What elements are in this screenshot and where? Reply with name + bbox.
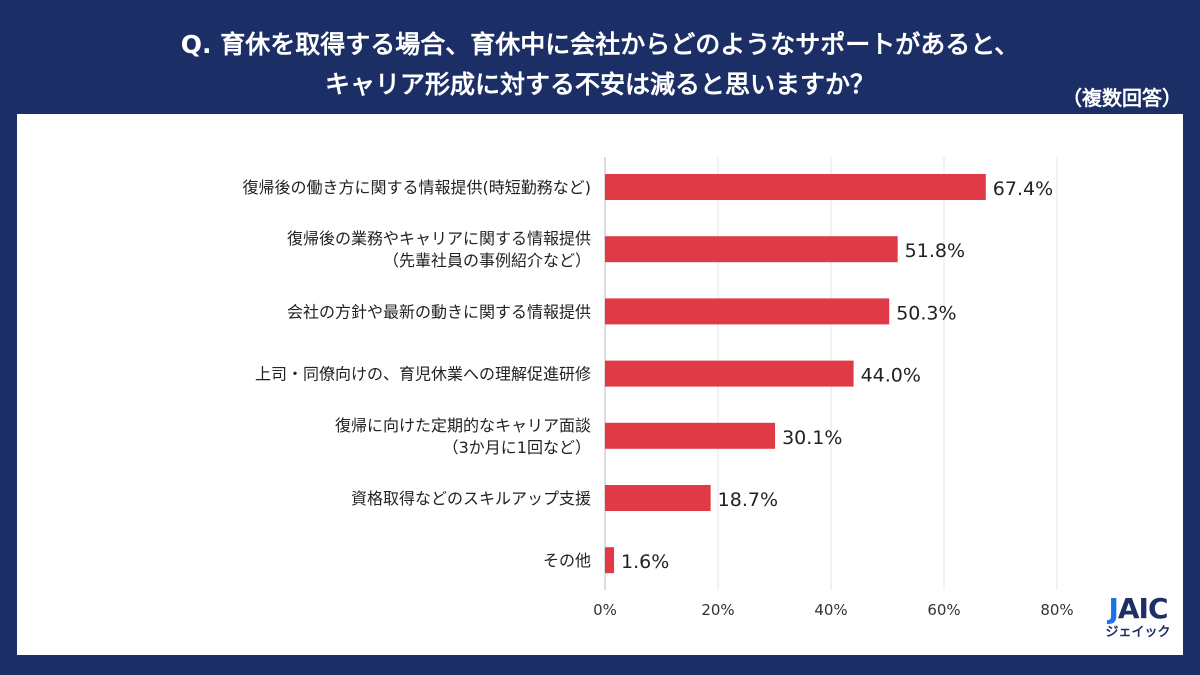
logo-subtitle: ジェイック: [1105, 625, 1171, 640]
category-label: 会社の方針や最新の動きに関する情報提供: [287, 302, 591, 321]
bar: [605, 174, 986, 200]
bar-value-label: 1.6%: [621, 551, 669, 573]
bar-value-label: 18.7%: [718, 489, 778, 511]
chart-title-line1: Q. 育休を取得する場合、育休中に会社からどのようなサポートがあると、: [180, 30, 1020, 59]
x-tick-label: 40%: [814, 601, 847, 619]
bar: [605, 298, 890, 325]
x-tick-label: 20%: [701, 601, 734, 619]
bar: [605, 547, 615, 574]
chart-panel: [17, 114, 1183, 655]
bar-value-label: 67.4%: [993, 178, 1053, 200]
category-label: （先輩社員の事例紹介など）: [383, 251, 591, 270]
bar-value-label: 50.3%: [896, 302, 956, 324]
logo-mark: JAIC: [1108, 592, 1168, 625]
category-label: 資格取得などのスキルアップ支援: [351, 489, 591, 508]
bar: [605, 485, 711, 511]
x-tick-label: 0%: [593, 601, 617, 619]
bar: [605, 360, 854, 387]
bar-value-label: 44.0%: [861, 365, 921, 387]
bar: [605, 236, 898, 263]
category-label: 上司・同僚向けの、育児休業への理解促進研修: [255, 365, 591, 384]
category-label: 復帰後の業務やキャリアに関する情報提供: [287, 229, 591, 248]
category-label: その他: [543, 551, 591, 570]
jaic-logo: JAIC ジェイック: [1097, 592, 1179, 640]
chart-title-line2: キャリア形成に対する不安は減ると思いますか？: [324, 70, 875, 99]
x-tick-label: 80%: [1040, 601, 1073, 619]
category-label: 復帰後の働き方に関する情報提供(時短勤務など): [243, 178, 592, 197]
x-tick-label: 60%: [927, 601, 960, 619]
bar-value-label: 30.1%: [782, 427, 842, 449]
category-label: 復帰に向けた定期的なキャリア面談: [335, 416, 591, 435]
bar-value-label: 51.8%: [905, 240, 965, 262]
bar: [605, 422, 776, 449]
category-label: （3か月に1回など）: [443, 438, 591, 457]
multiple-answer-note: （複数回答）: [1062, 86, 1182, 110]
